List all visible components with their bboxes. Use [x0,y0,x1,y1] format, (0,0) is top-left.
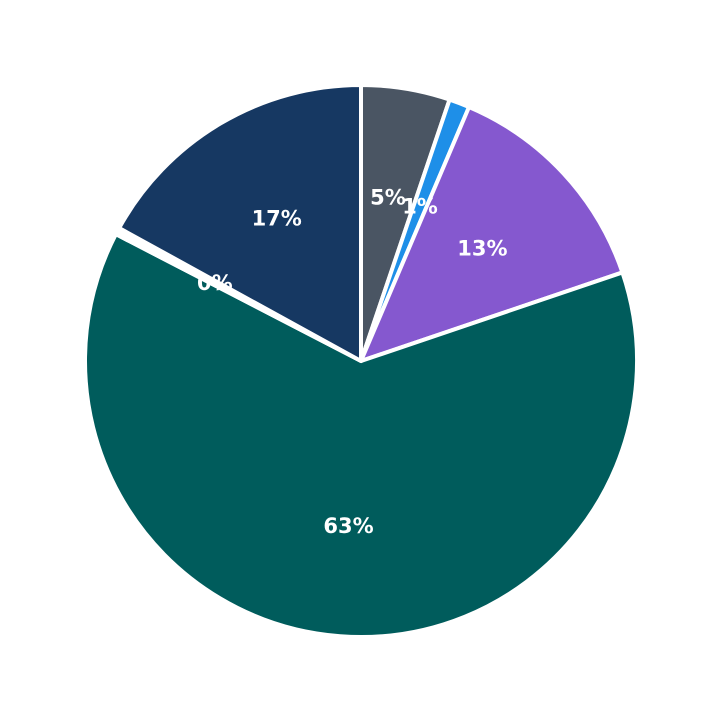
pie-slice-3 [83,232,639,639]
pie-slice-label-3: 63% [323,514,373,538]
pie-slice-2 [359,105,625,363]
pie-slice-5 [117,83,363,363]
pie-labels: 5%1% 13% 63% 0% 17% [197,186,508,539]
pie-slice-label-2: 13% [457,236,507,260]
pie-slices [83,83,639,639]
pie-slice-label-4: 0% [197,271,233,295]
pie-slice-label-5: 17% [252,206,302,230]
pie-slice-label-0: 5% [370,186,406,210]
pie-slice-label-1: 1% [402,194,438,218]
